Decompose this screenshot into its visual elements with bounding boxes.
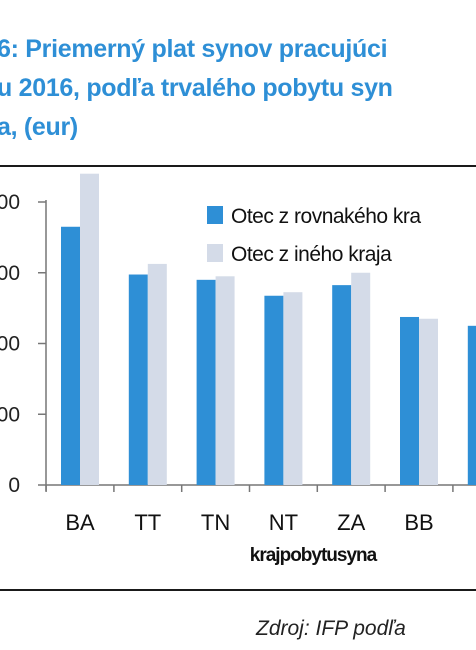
source-note: Zdroj: IFP podľa xyxy=(256,617,406,640)
bar-bb-series-2 xyxy=(419,318,438,485)
bar-tn-series-2 xyxy=(215,276,235,485)
title-line-2: u 2016, podľa trvalého pobytu syn xyxy=(0,74,393,102)
title-line-3: a, (eur) xyxy=(0,113,78,141)
legend-swatch-2 xyxy=(207,244,223,262)
x-tick-label: TT xyxy=(134,510,161,535)
title-line-1: 6: Priemerný plat synov pracujúci xyxy=(0,35,388,63)
y-tick-label: 00 xyxy=(0,262,20,285)
x-tick-label: BA xyxy=(65,510,95,535)
legend-label-1: Otec z rovnakého kra xyxy=(231,205,421,228)
legend-label-2: Otec z iného kraja xyxy=(231,243,392,266)
y-tick-label: 0 xyxy=(8,474,20,497)
chart-title: 6: Priemerný plat synov pracujúci u 2016… xyxy=(0,30,476,147)
bar-tn-series-1 xyxy=(196,279,216,485)
bar-chart: 000000000BATTTNNTZABBPkrajpobytusynaOtec… xyxy=(0,173,476,566)
x-tick-label: NT xyxy=(269,510,298,535)
y-tick-label: 00 xyxy=(0,403,20,426)
bar-p-series-1 xyxy=(467,325,476,485)
bar-nt-series-2 xyxy=(283,292,303,485)
bar-nt-series-1 xyxy=(264,295,284,485)
bar-za-series-1 xyxy=(332,285,352,485)
legend-swatch-1 xyxy=(207,206,223,224)
bar-za-series-2 xyxy=(351,272,371,485)
y-tick-label: 00 xyxy=(0,191,20,214)
bar-ba-series-2 xyxy=(80,173,99,485)
x-tick-label: TN xyxy=(201,510,230,535)
x-axis-title: krajpobytusyna xyxy=(250,545,378,566)
x-tick-label: ZA xyxy=(337,510,365,535)
bar-ba-series-1 xyxy=(61,226,80,485)
chart-frame xyxy=(0,165,476,591)
x-tick-label: BB xyxy=(404,510,433,535)
bar-tt-series-2 xyxy=(147,263,167,485)
bar-bb-series-1 xyxy=(400,316,419,485)
y-tick-label: 00 xyxy=(0,333,20,356)
bar-tt-series-1 xyxy=(128,274,148,485)
